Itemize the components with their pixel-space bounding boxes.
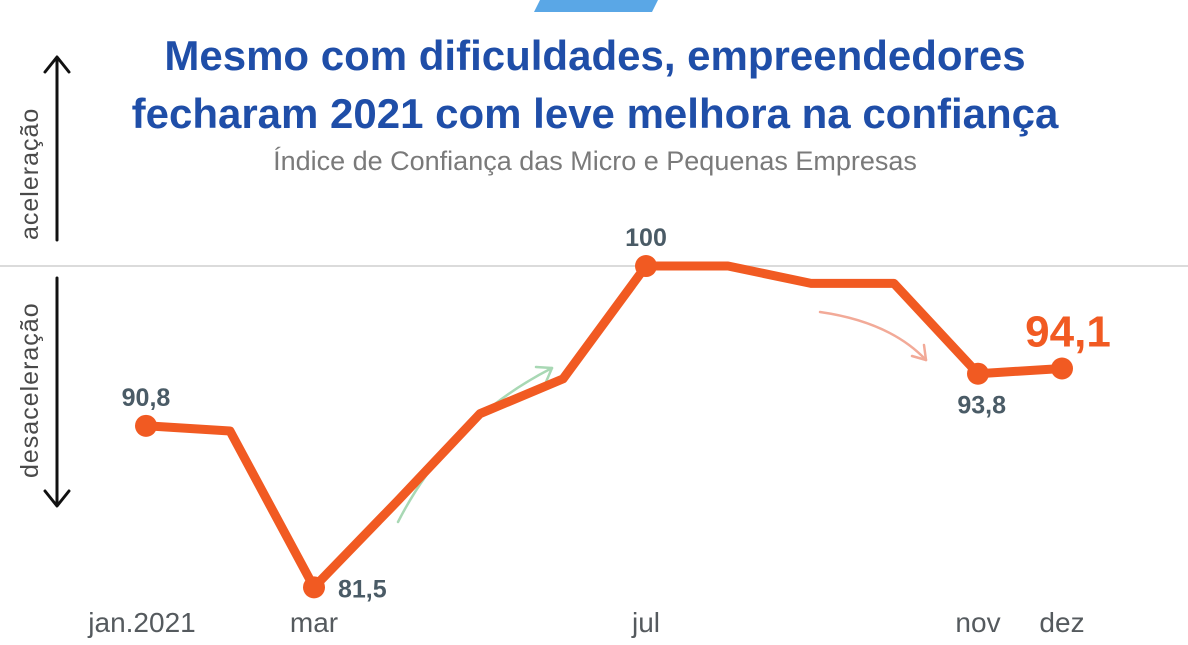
x-tick-label-11: dez: [1039, 607, 1084, 638]
data-point-6: [635, 255, 657, 278]
x-tick-label-0: jan.2021: [87, 607, 195, 638]
chart-subtitle: Índice de Confiança das Micro e Pequenas…: [273, 146, 917, 176]
chart-title-line2: fecharam 2021 com leve melhora na confia…: [132, 90, 1059, 137]
x-tick-label-10: nov: [955, 607, 1000, 638]
data-label-10: 93,8: [957, 392, 1006, 420]
data-label-6: 100: [625, 224, 667, 252]
deceleration-arrow: [43, 276, 71, 508]
data-label-2: 81,5: [338, 575, 387, 603]
series-line: [141, 261, 1067, 592]
data-point-0: [135, 414, 157, 437]
data-point-11: [1051, 357, 1073, 380]
data-point-10: [967, 362, 989, 385]
side-label-up: aceleração: [16, 108, 44, 240]
data-point-2: [303, 576, 325, 599]
chart-title-line1: Mesmo com dificuldades, empreendedores: [164, 32, 1025, 79]
trend-arrow-down: [818, 310, 928, 362]
x-tick-label-6: jul: [631, 607, 660, 638]
accent-tab-shape: [534, 0, 658, 12]
data-label-11: 94,1: [1025, 308, 1111, 357]
x-tick-label-2: mar: [290, 607, 338, 638]
acceleration-arrow: [43, 55, 71, 242]
side-label-down: desaceleração: [16, 302, 44, 478]
data-label-0: 90,8: [122, 384, 171, 412]
